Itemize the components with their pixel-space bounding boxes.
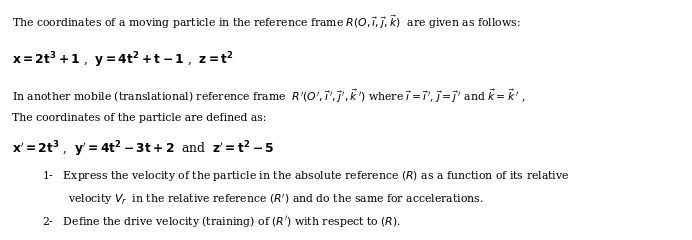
Text: $\mathbf{x = 2t^3 + 1}$ ,  $\mathbf{y = 4t^2 + t - 1}$ ,  $\mathbf{z = t^2}$: $\mathbf{x = 2t^3 + 1}$ , $\mathbf{y = 4… [12, 50, 235, 70]
Text: velocity $V_r$  in the relative reference $(R')$ and do the same for acceleratio: velocity $V_r$ in the relative reference… [68, 192, 484, 207]
Text: $\mathbf{x' = 2t^3}$ ,  $\mathbf{y' = 4t^2 - 3t + 2}$  and  $\mathbf{z' = t^2 - : $\mathbf{x' = 2t^3}$ , $\mathbf{y' = 4t^… [12, 139, 275, 159]
Text: In another mobile (translational) reference frame  $R'(O',\vec{\imath}\,',\vec{\: In another mobile (translational) refere… [12, 88, 526, 105]
Text: The coordinates of a moving particle in the reference frame $R(O,\vec{\imath},\v: The coordinates of a moving particle in … [12, 13, 521, 31]
Text: The coordinates of the particle are defined as:: The coordinates of the particle are defi… [12, 113, 267, 123]
Text: 1-   Express the velocity of the particle in the absolute reference $(R)$ as a f: 1- Express the velocity of the particle … [42, 169, 569, 183]
Text: 2-   Define the drive velocity (training) of $(R')$ with respect to $(R)$.: 2- Define the drive velocity (training) … [42, 214, 401, 228]
